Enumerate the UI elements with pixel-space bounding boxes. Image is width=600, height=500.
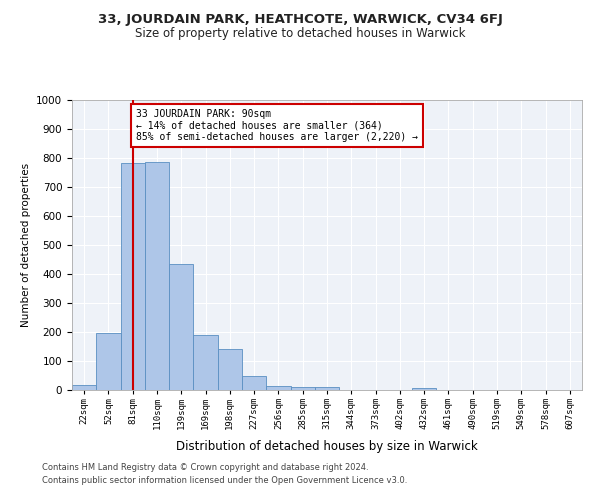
Text: Contains HM Land Registry data © Crown copyright and database right 2024.: Contains HM Land Registry data © Crown c… — [42, 464, 368, 472]
Bar — [121, 163, 145, 390]
Text: Contains public sector information licensed under the Open Government Licence v3: Contains public sector information licen… — [42, 476, 407, 485]
Bar — [266, 386, 290, 390]
Bar — [218, 350, 242, 390]
Bar — [412, 388, 436, 390]
Bar — [290, 387, 315, 390]
Bar — [72, 385, 96, 390]
Text: Size of property relative to detached houses in Warwick: Size of property relative to detached ho… — [135, 28, 465, 40]
Bar — [96, 333, 121, 390]
X-axis label: Distribution of detached houses by size in Warwick: Distribution of detached houses by size … — [176, 440, 478, 454]
Text: 33 JOURDAIN PARK: 90sqm
← 14% of detached houses are smaller (364)
85% of semi-d: 33 JOURDAIN PARK: 90sqm ← 14% of detache… — [136, 108, 418, 142]
Bar — [242, 376, 266, 390]
Bar — [193, 335, 218, 390]
Bar — [169, 264, 193, 390]
Text: 33, JOURDAIN PARK, HEATHCOTE, WARWICK, CV34 6FJ: 33, JOURDAIN PARK, HEATHCOTE, WARWICK, C… — [98, 12, 502, 26]
Bar — [315, 387, 339, 390]
Y-axis label: Number of detached properties: Number of detached properties — [20, 163, 31, 327]
Bar — [145, 162, 169, 390]
